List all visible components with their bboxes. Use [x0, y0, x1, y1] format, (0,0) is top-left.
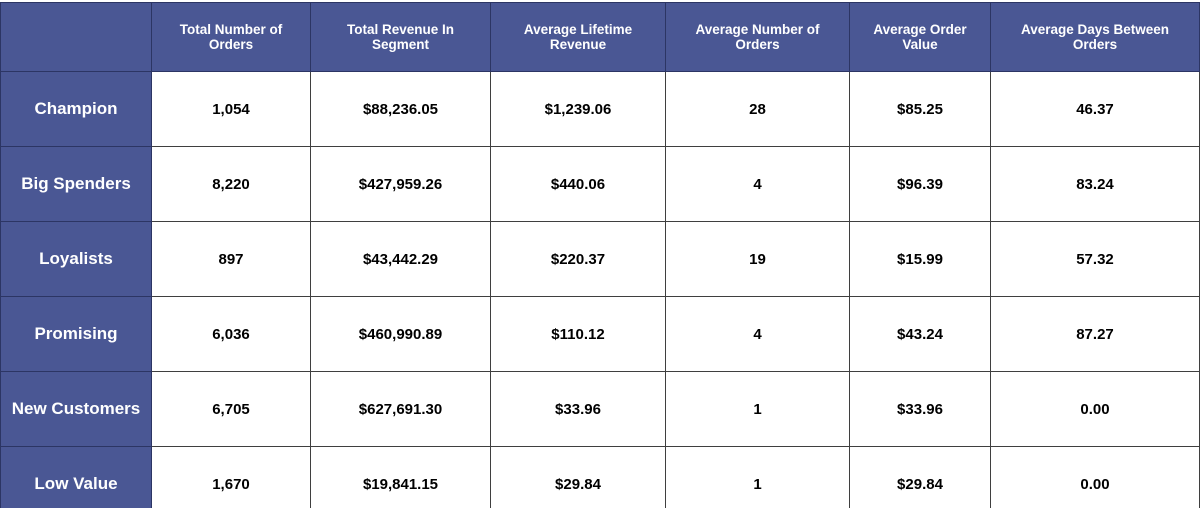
table-cell: 1 — [665, 371, 850, 447]
table-cell: 87.27 — [990, 296, 1200, 372]
table-cell: 0.00 — [990, 446, 1200, 508]
table-cell: 4 — [665, 296, 850, 372]
row-label-champion: Champion — [0, 71, 152, 147]
table-cell: 1,054 — [151, 71, 311, 147]
table-cell: 6,036 — [151, 296, 311, 372]
column-header-average-number-of-orders: Average Number of Orders — [665, 2, 850, 72]
table-cell: $110.12 — [490, 296, 666, 372]
table-cell: $19,841.15 — [310, 446, 491, 508]
row-label-low-value: Low Value — [0, 446, 152, 508]
table-cell: $33.96 — [490, 371, 666, 447]
table-cell: $460,990.89 — [310, 296, 491, 372]
table-cell: 46.37 — [990, 71, 1200, 147]
row-label-promising: Promising — [0, 296, 152, 372]
table-cell: $427,959.26 — [310, 146, 491, 222]
row-label-loyalists: Loyalists — [0, 221, 152, 297]
table-cell: 6,705 — [151, 371, 311, 447]
table-cell: $220.37 — [490, 221, 666, 297]
table-cell: $43.24 — [849, 296, 991, 372]
table-cell: $96.39 — [849, 146, 991, 222]
table-cell: $627,691.30 — [310, 371, 491, 447]
row-label-big-spenders: Big Spenders — [0, 146, 152, 222]
column-header-average-order-value: Average Order Value — [849, 2, 991, 72]
table-cell: $43,442.29 — [310, 221, 491, 297]
header-row: Total Number of Orders Total Revenue In … — [0, 2, 1200, 72]
table-cell: 1 — [665, 446, 850, 508]
table-cell: $85.25 — [849, 71, 991, 147]
table-cell: 57.32 — [990, 221, 1200, 297]
table-row-champion: Champion 1,054 $88,236.05 $1,239.06 28 $… — [0, 71, 1200, 147]
table-cell: 4 — [665, 146, 850, 222]
table-cell: 8,220 — [151, 146, 311, 222]
table-row-big-spenders: Big Spenders 8,220 $427,959.26 $440.06 4… — [0, 146, 1200, 222]
table-cell: 28 — [665, 71, 850, 147]
table-cell: 19 — [665, 221, 850, 297]
corner-cell — [0, 2, 152, 72]
table-cell: $29.84 — [490, 446, 666, 508]
table-row-promising: Promising 6,036 $460,990.89 $110.12 4 $4… — [0, 296, 1200, 372]
table-cell: $15.99 — [849, 221, 991, 297]
table-row-low-value: Low Value 1,670 $19,841.15 $29.84 1 $29.… — [0, 446, 1200, 508]
table-cell: $440.06 — [490, 146, 666, 222]
column-header-average-lifetime-revenue: Average Lifetime Revenue — [490, 2, 666, 72]
table-cell: 897 — [151, 221, 311, 297]
column-header-total-revenue-in-segment: Total Revenue In Segment — [310, 2, 491, 72]
table-cell: $1,239.06 — [490, 71, 666, 147]
table-cell: $29.84 — [849, 446, 991, 508]
table-cell: 1,670 — [151, 446, 311, 508]
table-cell: 83.24 — [990, 146, 1200, 222]
table-row-loyalists: Loyalists 897 $43,442.29 $220.37 19 $15.… — [0, 221, 1200, 297]
row-label-new-customers: New Customers — [0, 371, 152, 447]
column-header-total-number-of-orders: Total Number of Orders — [151, 2, 311, 72]
table-row-new-customers: New Customers 6,705 $627,691.30 $33.96 1… — [0, 371, 1200, 447]
table-cell: $33.96 — [849, 371, 991, 447]
table-cell: 0.00 — [990, 371, 1200, 447]
table-cell: $88,236.05 — [310, 71, 491, 147]
column-header-average-days-between-orders: Average Days Between Orders — [990, 2, 1200, 72]
